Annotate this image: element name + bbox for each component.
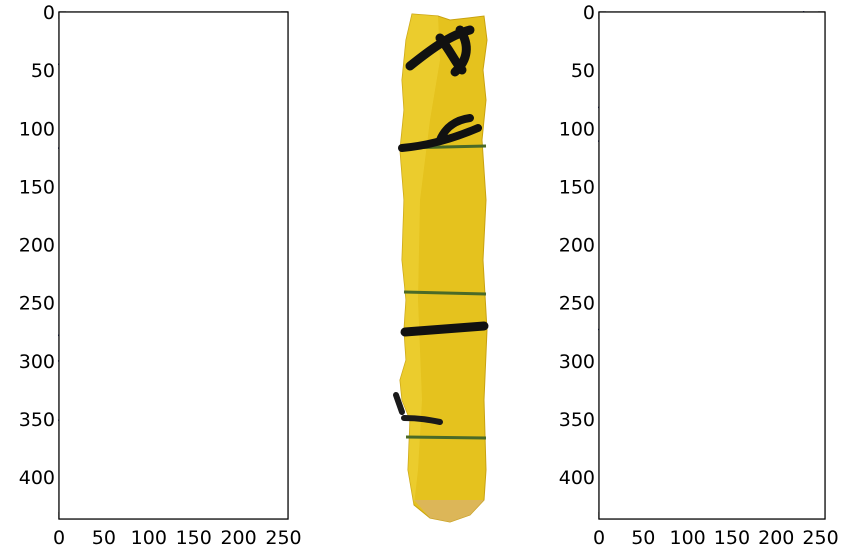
- strip-ink-mark-lower: [400, 321, 489, 337]
- left-ytick-label: 300: [19, 351, 55, 373]
- right-xtick-label: 50: [631, 527, 655, 549]
- left-xtick-label: 150: [176, 527, 212, 549]
- strip-shade: [400, 14, 440, 505]
- right-profile-chart: 0 50 100 150 200 250 300 350 400 0 50 100 150 200 250: [559, 2, 839, 549]
- left-ytick-label: 150: [19, 176, 55, 198]
- strip-ink-mark-top: [405, 25, 475, 77]
- right-xtick-label: 150: [714, 527, 750, 549]
- right-xtick-label: 200: [758, 527, 794, 549]
- right-ytick-label: 0: [583, 2, 595, 24]
- strip-ink-mark-small: [393, 392, 443, 425]
- right-ytick-label: 300: [559, 351, 595, 373]
- right-xtick-label: 250: [802, 527, 838, 549]
- right-ytick-label: 50: [571, 60, 595, 82]
- right-ytick-label: 350: [559, 409, 595, 431]
- left-xtick-label: 250: [265, 527, 301, 549]
- left-ytick-label: 200: [19, 235, 55, 257]
- right-ytick-label: 150: [559, 176, 595, 198]
- left-profile-chart: 0 50 100 150 200 250 300 350 400 0 50 100 150 200 250: [19, 2, 302, 549]
- left-ytick-label: 50: [31, 60, 55, 82]
- left-xtick-label: 100: [131, 527, 167, 549]
- right-axes-frame: [598, 11, 826, 520]
- right-xtick-label: 100: [669, 527, 705, 549]
- left-axes-frame: [58, 11, 289, 520]
- strip-green-line-2: [403, 290, 487, 296]
- right-ytick-label: 200: [559, 235, 595, 257]
- right-xtick-label: 0: [593, 527, 605, 549]
- left-ticks: 0 50 100 150 200 250 300 350 400 0 50 100 150 200 250: [19, 2, 302, 549]
- left-ytick-label: 350: [19, 409, 55, 431]
- strip-green-line-3: [405, 435, 487, 440]
- strip-bottom-tint: [414, 500, 484, 522]
- left-ytick-label: 400: [19, 467, 55, 489]
- left-xtick-label: 0: [53, 527, 65, 549]
- left-ytick-label: 100: [19, 118, 55, 140]
- paper-strip-image: [393, 13, 489, 523]
- right-ytick-label: 400: [559, 467, 595, 489]
- left-ytick-label: 250: [19, 293, 55, 315]
- strip-ink-mark-middle: [398, 114, 482, 152]
- right-ytick-label: 250: [559, 293, 595, 315]
- left-xtick-label: 50: [92, 527, 116, 549]
- right-ticks: 0 50 100 150 200 250 300 350 400 0 50 100 150 200 250: [559, 2, 839, 549]
- left-ytick-label: 0: [43, 2, 55, 24]
- left-xtick-label: 200: [220, 527, 256, 549]
- right-ytick-label: 100: [559, 118, 595, 140]
